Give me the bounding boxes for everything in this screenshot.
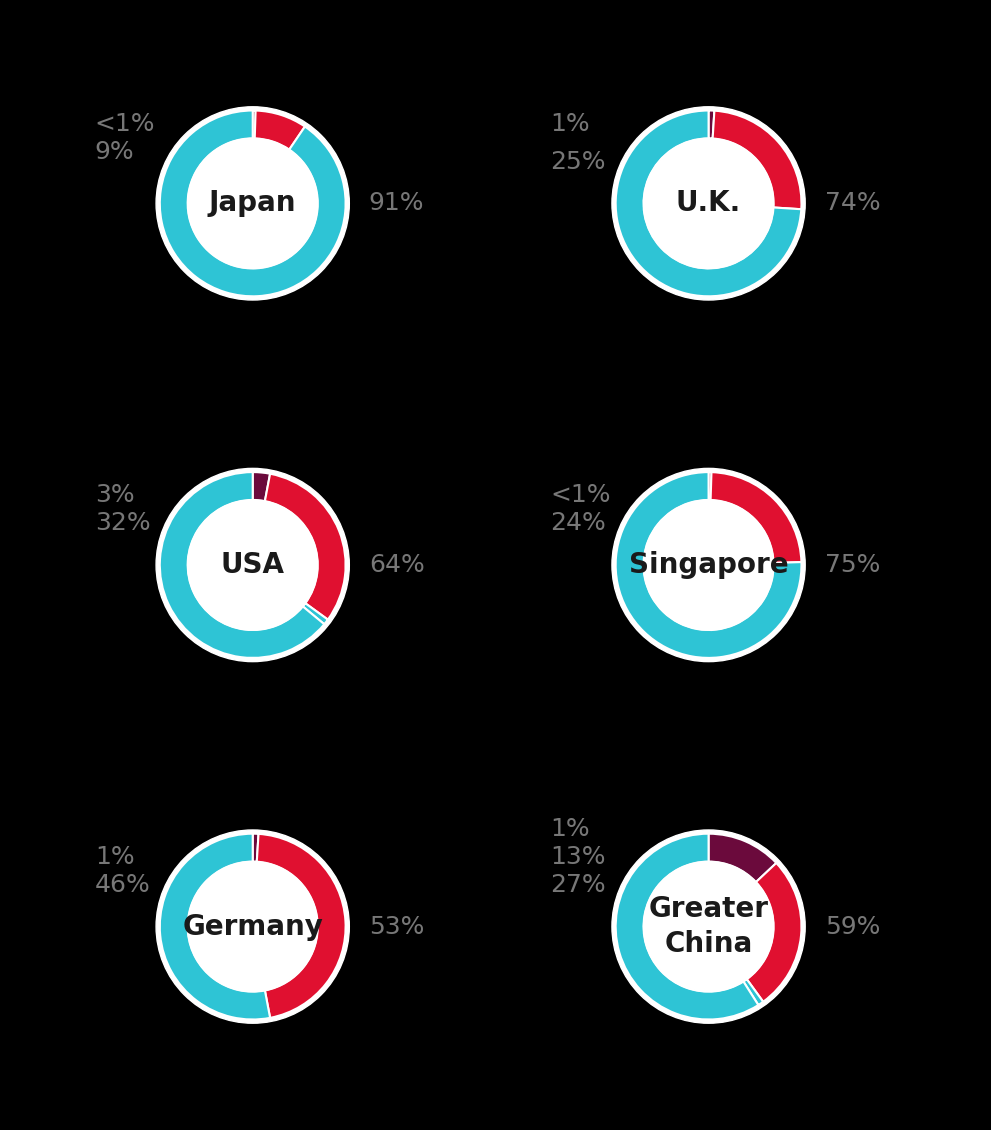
- Text: 32%: 32%: [95, 511, 151, 536]
- Text: 13%: 13%: [551, 845, 606, 869]
- Wedge shape: [709, 472, 712, 499]
- Text: 9%: 9%: [95, 140, 135, 164]
- Text: 27%: 27%: [551, 872, 606, 897]
- Wedge shape: [747, 863, 802, 1002]
- Text: 91%: 91%: [369, 191, 424, 216]
- Text: 53%: 53%: [369, 914, 424, 939]
- Circle shape: [157, 468, 349, 662]
- Text: 75%: 75%: [825, 553, 880, 577]
- Wedge shape: [257, 834, 346, 1018]
- Text: Singapore: Singapore: [628, 551, 789, 579]
- Text: USA: USA: [221, 551, 284, 579]
- Circle shape: [643, 861, 774, 992]
- Text: <1%: <1%: [551, 484, 611, 507]
- Circle shape: [643, 499, 774, 631]
- Text: Greater
China: Greater China: [648, 895, 769, 958]
- Wedge shape: [709, 111, 715, 139]
- Text: 1%: 1%: [551, 817, 591, 841]
- Text: Japan: Japan: [209, 190, 296, 217]
- Text: 1%: 1%: [95, 845, 135, 869]
- Text: 25%: 25%: [551, 149, 606, 174]
- Circle shape: [187, 861, 318, 992]
- Wedge shape: [265, 473, 346, 619]
- Wedge shape: [711, 472, 802, 563]
- Circle shape: [157, 106, 349, 301]
- Wedge shape: [255, 111, 305, 149]
- Text: 1%: 1%: [551, 112, 591, 137]
- Text: 59%: 59%: [825, 914, 880, 939]
- Circle shape: [612, 829, 806, 1024]
- Wedge shape: [160, 472, 324, 658]
- Text: <1%: <1%: [95, 112, 156, 137]
- Text: 3%: 3%: [95, 484, 135, 507]
- Circle shape: [612, 106, 806, 301]
- Circle shape: [612, 468, 806, 662]
- Wedge shape: [253, 834, 259, 862]
- Wedge shape: [615, 834, 758, 1019]
- Text: 46%: 46%: [95, 872, 151, 897]
- Wedge shape: [615, 111, 802, 296]
- Circle shape: [157, 829, 349, 1024]
- Text: Germany: Germany: [182, 913, 323, 940]
- Wedge shape: [713, 111, 802, 209]
- Wedge shape: [743, 980, 763, 1005]
- Text: U.K.: U.K.: [676, 190, 741, 217]
- Wedge shape: [160, 834, 271, 1019]
- Text: 74%: 74%: [825, 191, 880, 216]
- Circle shape: [187, 499, 318, 631]
- Circle shape: [643, 138, 774, 269]
- Wedge shape: [709, 834, 776, 883]
- Circle shape: [187, 138, 318, 269]
- Text: 24%: 24%: [551, 511, 606, 536]
- Wedge shape: [303, 603, 328, 624]
- Wedge shape: [160, 111, 346, 296]
- Wedge shape: [253, 472, 271, 501]
- Text: 64%: 64%: [369, 553, 424, 577]
- Wedge shape: [253, 111, 256, 138]
- Wedge shape: [615, 472, 802, 658]
